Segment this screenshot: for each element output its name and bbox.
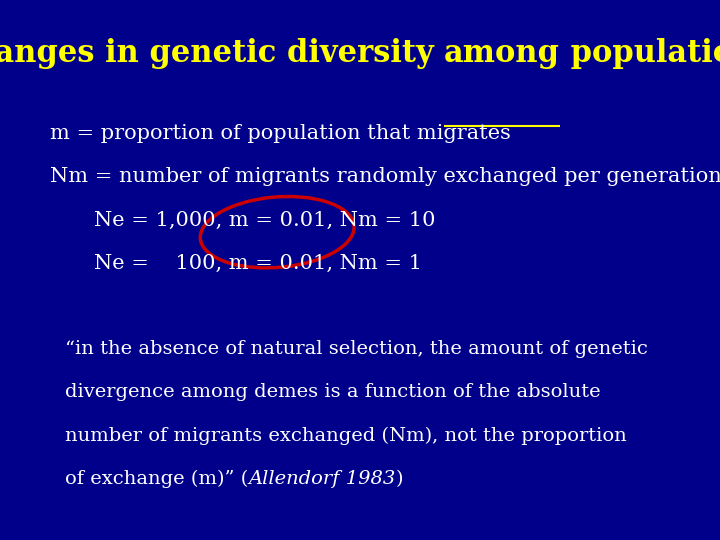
Text: “in the absence of natural selection, the amount of genetic: “in the absence of natural selection, th… [65,340,648,358]
Text: populations: populations [560,38,720,69]
Text: number of migrants exchanged (Nm), not the proportion: number of migrants exchanged (Nm), not t… [65,427,626,445]
Text: ): ) [395,470,403,488]
Text: divergence among demes is a function of the absolute: divergence among demes is a function of … [65,383,600,401]
Text: among: among [444,38,560,69]
Text: Ne = 1,000, m = 0.01, Nm = 10: Ne = 1,000, m = 0.01, Nm = 10 [94,211,435,229]
Text: m = proportion of population that migrates: m = proportion of population that migrat… [50,124,511,143]
Text: Ne =    100, m = 0.01, Nm = 1: Ne = 100, m = 0.01, Nm = 1 [94,254,422,273]
Text: Allendorf 1983: Allendorf 1983 [248,470,395,488]
Text: Nm = number of migrants randomly exchanged per generation: Nm = number of migrants randomly exchang… [50,167,720,186]
Text: of exchange (m)” (: of exchange (m)” ( [65,470,248,488]
Text: Changes in genetic diversity: Changes in genetic diversity [0,38,444,69]
